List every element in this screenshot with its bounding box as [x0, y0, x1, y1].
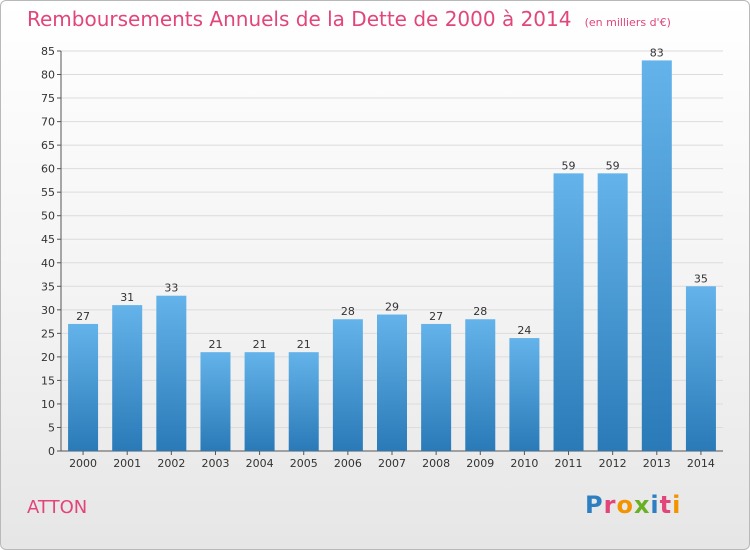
y-tick-label: 15 — [41, 374, 55, 387]
logo-letter: r — [603, 491, 617, 519]
x-tick-label: 2011 — [555, 457, 583, 470]
bar-value-label: 29 — [385, 301, 399, 314]
bar-value-label: 21 — [253, 338, 267, 351]
bar — [377, 314, 407, 451]
bar-value-label: 28 — [473, 305, 487, 318]
logo-letter: x — [633, 491, 651, 519]
bar-value-label: 28 — [341, 305, 355, 318]
bar-value-label: 35 — [694, 272, 708, 285]
bar-value-label: 24 — [517, 324, 531, 337]
bar — [156, 295, 187, 451]
bar — [332, 319, 363, 451]
chart-title: Remboursements Annuels de la Dette de 20… — [27, 7, 572, 31]
y-tick-label: 20 — [41, 351, 55, 364]
logo-letter: P — [585, 491, 604, 519]
bar-value-label: 59 — [606, 159, 620, 172]
y-tick-label: 50 — [41, 210, 55, 223]
bars — [68, 60, 716, 451]
chart-title-block: Remboursements Annuels de la Dette de 20… — [27, 7, 671, 31]
logo-letter: t — [659, 491, 673, 519]
bar — [68, 323, 99, 451]
y-tick-label: 40 — [41, 257, 55, 270]
y-tick-label: 5 — [48, 421, 55, 434]
bar-value-label: 59 — [562, 159, 576, 172]
x-tick-label: 2005 — [290, 457, 318, 470]
bar — [421, 323, 452, 451]
bar — [244, 352, 275, 451]
y-tick-label: 65 — [41, 139, 55, 152]
bar — [597, 173, 628, 451]
bar-value-label: 31 — [120, 291, 134, 304]
logo-letter: i — [650, 491, 660, 519]
y-tick-label: 60 — [41, 163, 55, 176]
bar — [465, 319, 496, 451]
bar — [200, 352, 231, 451]
x-tick-label: 2014 — [687, 457, 715, 470]
x-tick-label: 2002 — [157, 457, 185, 470]
y-tick-label: 25 — [41, 327, 55, 340]
x-tick-label: 2006 — [334, 457, 362, 470]
y-tick-label: 35 — [41, 280, 55, 293]
y-tick-label: 30 — [41, 304, 55, 317]
x-tick-label: 2009 — [466, 457, 494, 470]
y-tick-label: 0 — [48, 445, 55, 458]
x-tick-label: 2012 — [599, 457, 627, 470]
y-tick-label: 80 — [41, 69, 55, 82]
bar-value-label: 21 — [208, 338, 222, 351]
x-tick-label: 2007 — [378, 457, 406, 470]
y-tick-label: 45 — [41, 233, 55, 246]
bar — [112, 305, 143, 451]
x-tick-label: 2003 — [201, 457, 229, 470]
bar-value-label: 33 — [164, 282, 178, 295]
x-tick-label: 2001 — [113, 457, 141, 470]
proxiti-logo: Proxiti — [585, 491, 681, 519]
bar-value-label: 27 — [429, 310, 443, 323]
bar — [641, 60, 672, 451]
bar — [288, 352, 319, 451]
chart-unit: (en milliers d'€) — [584, 16, 671, 29]
x-tick-label: 2004 — [246, 457, 274, 470]
commune-name: ATTON — [27, 497, 88, 518]
x-tick-label: 2000 — [69, 457, 97, 470]
x-tick-label: 2013 — [643, 457, 671, 470]
y-tick-label: 75 — [41, 92, 55, 105]
y-tick-label: 10 — [41, 398, 55, 411]
y-tick-label: 55 — [41, 186, 55, 199]
logo-letter: i — [672, 491, 682, 519]
y-tick-label: 70 — [41, 116, 55, 129]
bar — [685, 286, 716, 451]
bar-value-label: 27 — [76, 310, 90, 323]
y-tick-label: 85 — [41, 45, 55, 58]
bar — [553, 173, 584, 451]
bar-value-label: 21 — [297, 338, 311, 351]
bar-value-label: 83 — [650, 46, 664, 59]
x-tick-label: 2008 — [422, 457, 450, 470]
bar — [509, 338, 540, 451]
labels: 0 5 10 15 20 25 30 35 40 45 50 55 60 65 70 75 80 85 27 2000… — [41, 45, 715, 470]
x-tick-label: 2010 — [510, 457, 538, 470]
logo-letter: o — [616, 491, 634, 519]
